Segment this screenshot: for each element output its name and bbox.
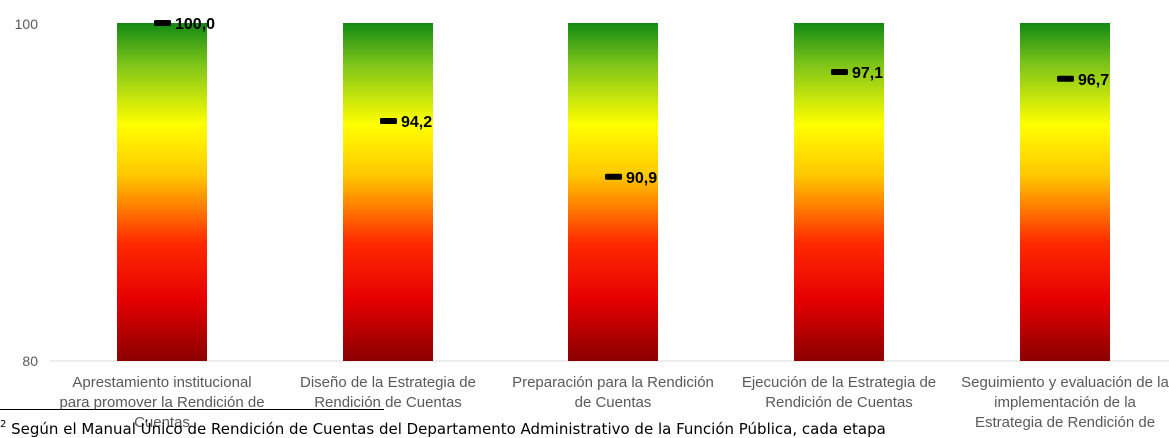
data-label-4: 97,1 — [852, 65, 883, 82]
bar-2 — [343, 23, 433, 361]
bar-3 — [568, 23, 658, 361]
x-tick-label-1: Aprestamiento institucional para promove… — [59, 374, 265, 431]
data-label-1: 100,0 — [175, 16, 215, 33]
footnote-separator — [0, 409, 384, 410]
ytick-top: 100 — [15, 16, 39, 32]
footnote: 2 Según el Manual Único de Rendición de … — [0, 420, 1169, 438]
value-marker-2 — [380, 118, 397, 125]
markers-group: 100,0 94,2 90,9 97,1 96,7 — [154, 16, 1109, 187]
x-tick-label-2: Diseño de la Estrategia de Rendición de … — [300, 374, 476, 411]
bar-4 — [794, 23, 884, 361]
x-tick-label-4: Ejecución de la Estrategia de Rendición … — [741, 374, 937, 411]
bar-1 — [117, 23, 207, 361]
ytick-bottom: 80 — [22, 353, 38, 369]
value-marker-3 — [605, 173, 622, 180]
value-marker-5 — [1057, 75, 1074, 82]
data-label-3: 90,9 — [626, 170, 657, 187]
bars-group — [117, 23, 1110, 361]
footnote-marker: 2 — [0, 420, 7, 430]
value-marker-4 — [831, 69, 848, 76]
x-tick-label-3: Preparación para la Rendición de Cuentas — [512, 374, 714, 411]
data-label-5: 96,7 — [1078, 72, 1109, 89]
value-marker-1 — [154, 20, 171, 26]
data-label-2: 94,2 — [401, 114, 432, 131]
footnote-text: Según el Manual Único de Rendición de Cu… — [11, 420, 886, 438]
x-tick-label-5: Seguimiento y evaluación de la implement… — [961, 374, 1169, 431]
